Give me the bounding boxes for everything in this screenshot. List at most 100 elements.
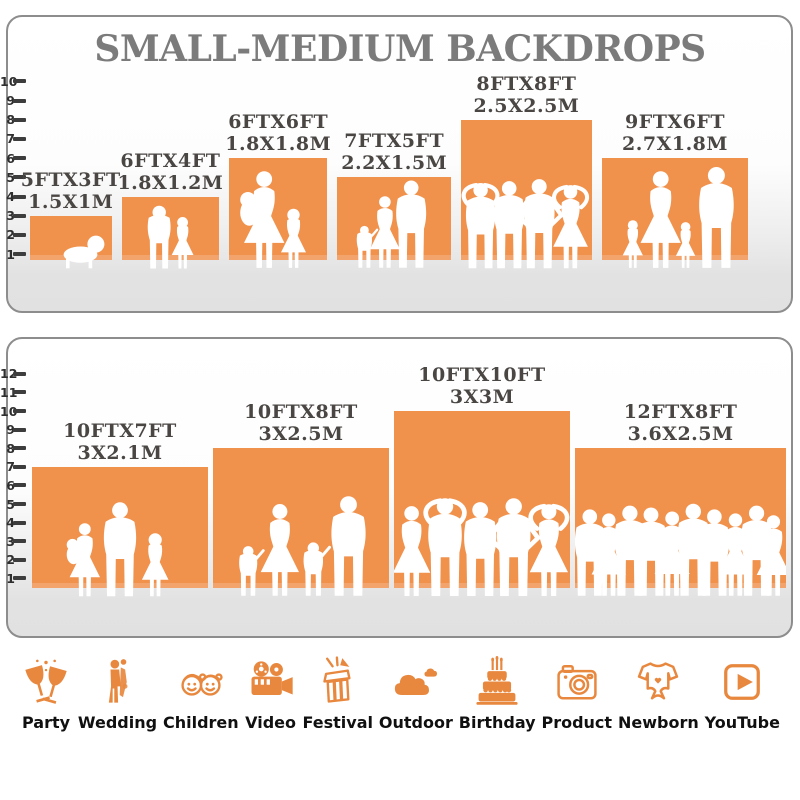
backdrop-size-label-10ftx8ft: 10FTX8FT 3X2.5M — [191, 401, 411, 445]
size-label-feet: 7FTX5FT — [344, 130, 445, 153]
axis-tick — [13, 576, 26, 581]
size-label-meters: 2.5X2.5M — [473, 94, 580, 117]
size-label-feet: 6FTX4FT — [120, 149, 221, 172]
backdrop-size-label-10ftx10ft: 10FTX10FT 3X3M — [372, 364, 592, 408]
category-label: Wedding — [77, 713, 158, 732]
axis-tick-label: 4 — [6, 515, 15, 531]
axis-tick — [13, 371, 26, 376]
size-label-feet: 10FTX10FT — [418, 364, 546, 386]
backdrop-size-label-7ftx5ft: 7FTX5FT 2.2X1.5M — [284, 130, 504, 174]
size-label-meters: 3X2.5M — [258, 423, 344, 446]
axis-tick-label: 6 — [6, 477, 15, 493]
axis-tick-label: 10 — [0, 403, 18, 419]
axis-tick-label: 4 — [6, 189, 15, 204]
category-outdoor: Outdoor — [379, 656, 453, 732]
size-label-meters: 1.8X1.8M — [225, 133, 332, 156]
category-label: Birthday — [458, 713, 536, 732]
size-label-meters: 3.6X2.5M — [627, 423, 734, 446]
axis-tick-label: 12 — [0, 366, 18, 382]
baby-onesie-icon — [638, 662, 679, 700]
axis-tick — [13, 175, 26, 180]
category-festival: Festival — [302, 656, 373, 732]
backdrop-size-label-10ftx7ft: 10FTX7FT 3X2.1M — [10, 420, 230, 464]
backdrop-bar-12ftx8ft — [575, 448, 787, 596]
axis-tick-label: 3 — [6, 533, 15, 549]
backdrop-bar-5ftx3ft — [30, 215, 112, 268]
axis-tick-label: 10 — [0, 73, 18, 89]
category-party: Party — [20, 656, 72, 732]
festival-gift-icon — [323, 656, 351, 703]
backdrop-bar-9ftx6ft — [601, 158, 749, 268]
birthday-cake-icon — [476, 656, 518, 705]
axis-tick — [13, 232, 26, 237]
size-label-feet: 12FTX8FT — [623, 401, 738, 424]
backdrop-bar-10ftx8ft — [213, 448, 389, 596]
people-silhouette-svg — [394, 498, 570, 596]
people-silhouette-svg — [240, 171, 307, 268]
axis-tick — [13, 117, 26, 122]
people-silhouette-svg — [622, 167, 734, 268]
size-label-meters: 1.8X1.2M — [117, 171, 224, 194]
category-wedding: Wedding — [78, 656, 157, 732]
axis-tick — [13, 557, 26, 562]
backdrop-bar-10ftx7ft — [32, 466, 208, 596]
axis-tick-label: 11 — [0, 384, 18, 400]
size-label-feet: 10FTX7FT — [63, 419, 177, 442]
category-label: Children — [162, 713, 239, 732]
axis-tick-label: 8 — [6, 440, 15, 456]
people-silhouette-svg — [575, 503, 787, 596]
size-label-feet: 8FTX8FT — [476, 72, 577, 95]
page-title: SMALL-MEDIUM BACKDROPS — [94, 28, 706, 70]
youtube-play-icon — [724, 664, 761, 700]
photo-camera-icon — [557, 665, 597, 700]
wedding-couple-icon — [109, 659, 128, 703]
children-faces-icon — [181, 673, 223, 696]
people-silhouette-svg — [63, 235, 105, 268]
backdrop-size-label-5ftx3ft: 5FTX3FT 1.5X1M — [0, 169, 181, 213]
size-label-meters: 2.2X1.5M — [341, 152, 448, 175]
category-row: Party Wedding — [0, 656, 800, 732]
axis-tick — [13, 98, 26, 103]
axis-tick — [13, 213, 26, 218]
category-youtube: YouTube — [705, 656, 780, 732]
category-video: Video — [245, 656, 297, 732]
axis-tick-label: 2 — [6, 552, 15, 568]
people-silhouette-svg — [66, 502, 169, 596]
size-label-meters: 3X3M — [449, 386, 515, 408]
axis-tick — [13, 483, 26, 488]
people-silhouette-svg — [461, 178, 590, 268]
video-camera-icon — [251, 661, 293, 695]
axis-tick-label: 3 — [6, 208, 15, 224]
backdrop-bar-6ftx4ft — [121, 196, 220, 268]
backdrop-size-label-6ftx6ft: 6FTX6FT 1.8X1.8M — [168, 111, 388, 155]
axis-tick-label: 7 — [6, 459, 15, 475]
axis-tick-label: 5 — [6, 496, 15, 512]
axis-tick — [13, 464, 26, 469]
backdrop-bar-6ftx6ft — [229, 158, 328, 268]
category-label: Product — [541, 713, 613, 732]
axis-tick-label: 7 — [6, 131, 15, 147]
party-glasses-icon — [25, 659, 67, 704]
axis-tick — [13, 390, 26, 395]
size-label-feet: 5FTX3FT — [20, 168, 121, 191]
axis-tick — [13, 502, 26, 506]
axis-tick — [13, 136, 26, 141]
axis-tick-label: 8 — [6, 112, 15, 128]
people-silhouette-svg — [356, 180, 427, 268]
axis-tick — [13, 520, 26, 525]
people-silhouette-svg — [239, 496, 366, 596]
category-label: Festival — [302, 713, 373, 732]
backdrop-bar-8ftx8ft — [461, 119, 592, 268]
axis-tick — [13, 156, 26, 161]
category-newborn: Newborn — [618, 656, 699, 732]
size-label-meters: 1.5X1M — [28, 190, 114, 213]
category-birthday: Birthday — [459, 656, 536, 732]
axis-tick-label: 9 — [6, 93, 15, 108]
axis-tick — [13, 409, 26, 413]
axis-tick — [13, 252, 26, 257]
size-label-feet: 6FTX6FT — [228, 111, 329, 134]
axis-tick — [13, 194, 26, 199]
axis-tick — [13, 79, 26, 84]
axis-tick-label: 1 — [6, 246, 15, 262]
